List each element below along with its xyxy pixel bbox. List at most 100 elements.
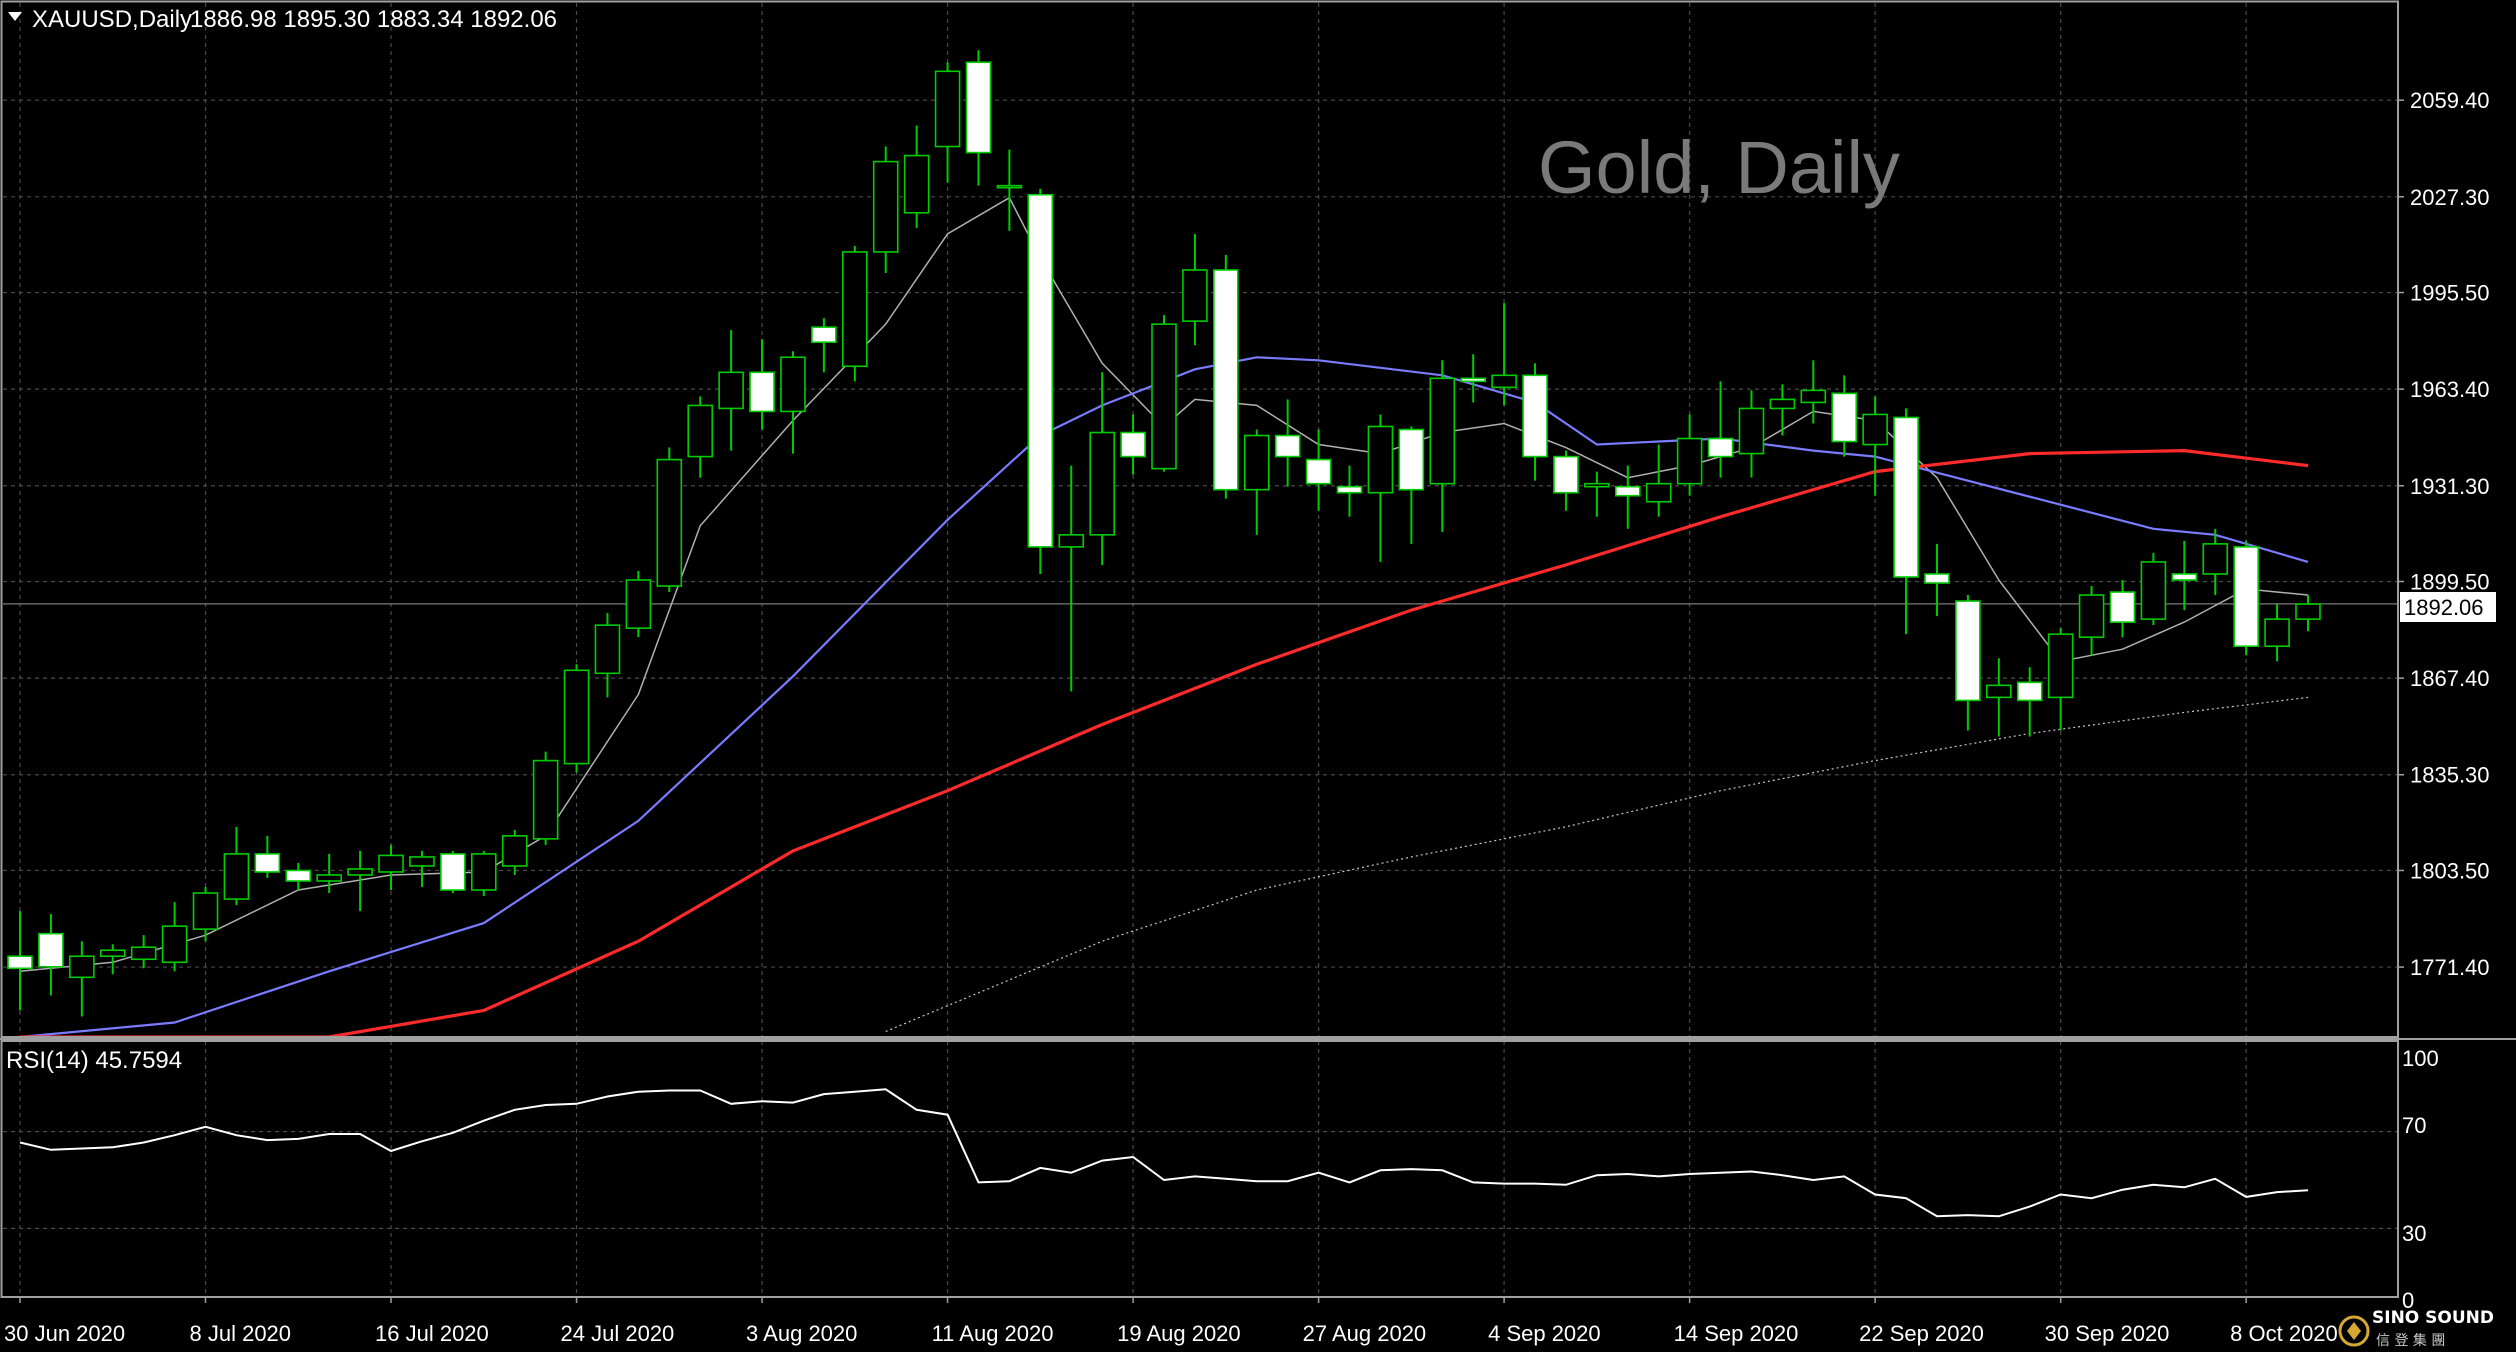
candle-body — [1800, 389, 1827, 404]
candle-body — [1614, 485, 1641, 497]
bull-candle — [1862, 396, 1888, 496]
x-tick-label: 8 Oct 2020 — [2230, 1321, 2338, 1346]
candle-body — [1738, 407, 1765, 455]
x-tick-label: 27 Aug 2020 — [1303, 1321, 1427, 1346]
bear-candle — [1707, 381, 1734, 478]
candle-body — [1553, 455, 1579, 494]
y-tick-label: 1835.30 — [2410, 763, 2490, 788]
rsi-label: RSI(14) 45.7594 — [6, 1047, 182, 1074]
sino-sound-logo: SINO SOUND 信 登 集 團 — [2338, 1308, 2494, 1349]
bear-candle — [1305, 429, 1332, 511]
candle-body — [2171, 573, 2198, 581]
time-axis[interactable]: 30 Jun 2020 8 Jul 2020 16 Jul 2020 24 Jul 2… — [4, 1297, 2338, 1346]
y-tick-label: 1803.50 — [2410, 858, 2490, 883]
x-tick-label: 14 Sep 2020 — [1674, 1321, 1799, 1346]
candle-body — [2078, 594, 2105, 638]
candle-body — [1955, 600, 1981, 702]
bear-candle — [1522, 363, 1548, 481]
ma-mid-line — [19, 356, 2309, 1039]
bull-candle — [1676, 414, 1703, 496]
y-tick-label: 1771.40 — [2410, 955, 2490, 980]
candle-body — [38, 932, 64, 968]
rsi-level-30: 30 — [2402, 1221, 2426, 1246]
bull-candle — [378, 844, 404, 891]
bull-candle — [2078, 586, 2105, 656]
candle-body — [811, 326, 837, 344]
current-price-label: 1892.06 — [2404, 595, 2484, 620]
bear-candle — [1398, 426, 1425, 544]
bull-candle — [161, 902, 188, 972]
candle-body — [1491, 374, 1517, 389]
symbol-label[interactable]: XAUUSD,Daily — [32, 6, 192, 33]
bull-candle — [563, 664, 590, 773]
price-pane-border — [0, 0, 2399, 1038]
x-tick-label: 19 Aug 2020 — [1117, 1321, 1241, 1346]
candle-body — [718, 371, 744, 410]
candles — [7, 50, 2321, 1017]
candle-body — [192, 892, 219, 930]
bull-candle — [2140, 552, 2167, 626]
x-tick-label: 24 Jul 2020 — [561, 1321, 675, 1346]
price-axis[interactable]: 2059.40 2027.30 1995.50 1963.40 1931.30 1899.… — [2398, 88, 2490, 980]
bull-candle — [99, 944, 126, 975]
ma-long-line — [885, 696, 2309, 1033]
bull-candle — [625, 570, 652, 638]
candle-body — [99, 949, 126, 958]
x-tick-label: 3 Aug 2020 — [746, 1321, 857, 1346]
candle-body — [1058, 534, 1085, 548]
bear-candle — [7, 911, 33, 1011]
bull-candle — [532, 751, 559, 845]
bull-candle — [1800, 360, 1827, 424]
bull-candle — [1182, 233, 1208, 346]
bear-candle — [285, 862, 312, 891]
bull-candle — [2047, 628, 2074, 731]
brand-subtitle: 信 登 集 團 — [2376, 1332, 2445, 1349]
bear-candle — [1893, 408, 1919, 635]
bull-candle — [1584, 471, 1610, 517]
y-tick-label: 1899.50 — [2410, 569, 2490, 594]
candle-body — [347, 868, 373, 876]
candle-body — [470, 853, 497, 891]
bull-candle — [2202, 528, 2229, 596]
y-tick-label: 2027.30 — [2410, 185, 2490, 210]
candle-body — [1862, 413, 1888, 446]
y-tick-label: 1867.40 — [2410, 666, 2490, 691]
candle-body — [130, 946, 157, 961]
x-tick-label: 8 Jul 2020 — [190, 1321, 292, 1346]
bull-candle — [1151, 315, 1177, 472]
symbol-dropdown-icon[interactable] — [8, 12, 22, 21]
bull-candle — [192, 887, 219, 942]
candle-body — [285, 869, 312, 882]
bull-candle — [2295, 595, 2321, 632]
bull-candle — [903, 125, 930, 228]
bear-candle — [2109, 579, 2136, 638]
bull-candle — [69, 941, 95, 1017]
candle-body — [1274, 434, 1301, 458]
current-price-tag — [2400, 592, 2496, 622]
bull-candle — [656, 447, 683, 593]
bull-candle — [687, 396, 714, 478]
rsi-level-70: 70 — [2402, 1113, 2426, 1138]
candle-body — [2295, 603, 2321, 620]
candle-body — [1986, 684, 2012, 699]
bull-candle — [1986, 658, 2012, 737]
candle-body — [1893, 416, 1919, 578]
x-tick-label: 16 Jul 2020 — [375, 1321, 489, 1346]
candle-body — [934, 70, 961, 148]
candle-body — [1151, 323, 1177, 470]
bear-candle — [2171, 540, 2198, 611]
rsi-series — [19, 1088, 2309, 1218]
candle-body — [1398, 428, 1425, 491]
bull-candle — [780, 351, 806, 454]
rsi-pane-border — [0, 1040, 2399, 1298]
candle-body — [1429, 377, 1456, 485]
candle-body — [2202, 543, 2229, 575]
candle-body — [161, 925, 188, 964]
candle-body — [1305, 458, 1332, 485]
candle-body — [501, 835, 528, 867]
candle-body — [2109, 591, 2136, 623]
bear-candle — [1274, 399, 1301, 487]
bull-candle — [872, 146, 899, 273]
